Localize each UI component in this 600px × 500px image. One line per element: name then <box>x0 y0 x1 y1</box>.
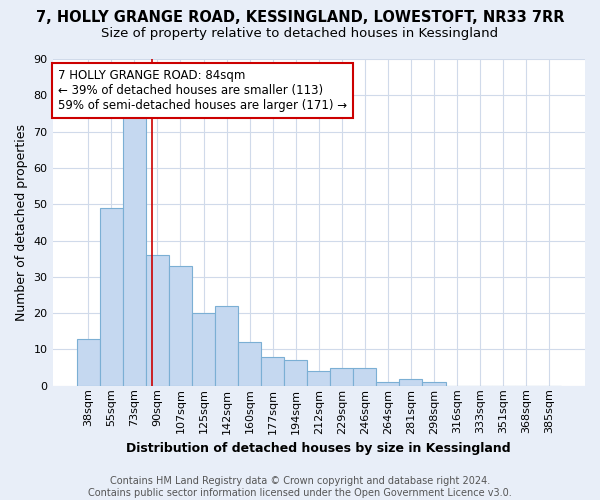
Bar <box>307 371 330 386</box>
Bar <box>100 208 123 386</box>
Bar <box>192 313 215 386</box>
Bar <box>77 338 100 386</box>
Text: Contains HM Land Registry data © Crown copyright and database right 2024.
Contai: Contains HM Land Registry data © Crown c… <box>88 476 512 498</box>
Text: 7, HOLLY GRANGE ROAD, KESSINGLAND, LOWESTOFT, NR33 7RR: 7, HOLLY GRANGE ROAD, KESSINGLAND, LOWES… <box>36 10 564 25</box>
Bar <box>261 356 284 386</box>
Bar <box>146 255 169 386</box>
Bar <box>376 382 400 386</box>
Text: 7 HOLLY GRANGE ROAD: 84sqm
← 39% of detached houses are smaller (113)
59% of sem: 7 HOLLY GRANGE ROAD: 84sqm ← 39% of deta… <box>58 69 347 112</box>
Bar <box>123 117 146 386</box>
Bar <box>284 360 307 386</box>
Bar <box>400 378 422 386</box>
Text: Size of property relative to detached houses in Kessingland: Size of property relative to detached ho… <box>101 28 499 40</box>
Bar <box>215 306 238 386</box>
Bar <box>330 368 353 386</box>
Bar <box>422 382 446 386</box>
Y-axis label: Number of detached properties: Number of detached properties <box>15 124 28 321</box>
Bar <box>353 368 376 386</box>
X-axis label: Distribution of detached houses by size in Kessingland: Distribution of detached houses by size … <box>127 442 511 455</box>
Bar <box>238 342 261 386</box>
Bar <box>169 266 192 386</box>
